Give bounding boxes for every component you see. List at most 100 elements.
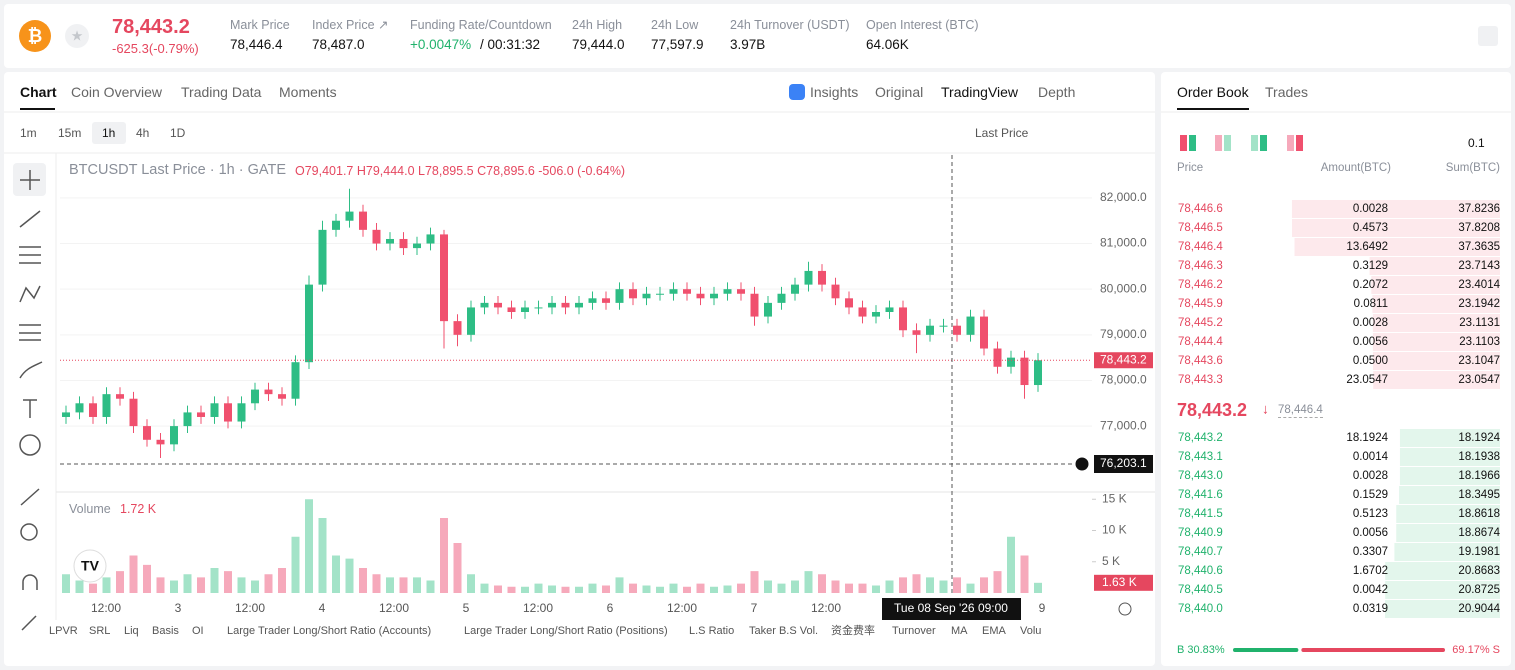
ob-tab[interactable]: Trades bbox=[1265, 84, 1309, 100]
volume-bar bbox=[764, 580, 772, 593]
volume-bar bbox=[440, 518, 448, 593]
volume-bar bbox=[305, 499, 313, 593]
ob-amount: 0.3129 bbox=[1352, 260, 1388, 272]
stat-label: 24h Low bbox=[651, 18, 699, 32]
volume-bar bbox=[507, 586, 516, 593]
indicator-tab[interactable]: Large Trader Long/Short Ratio (Accounts) bbox=[227, 625, 432, 637]
candle-body bbox=[359, 211, 367, 230]
settings-button[interactable] bbox=[1478, 26, 1498, 46]
volume-bar bbox=[642, 585, 651, 593]
volume-bar bbox=[683, 586, 691, 593]
interval[interactable]: 1h bbox=[102, 126, 116, 140]
interval[interactable]: 1m bbox=[20, 126, 37, 140]
chart-title: BTCUSDT Last Price · 1h · GATE bbox=[69, 162, 287, 178]
ob-sum: 37.8208 bbox=[1458, 222, 1500, 234]
candle-body bbox=[993, 348, 1002, 367]
volume-bar bbox=[602, 585, 610, 593]
tab-underline bbox=[20, 108, 55, 110]
x-tick-label: 12:00 bbox=[379, 601, 409, 615]
ob-price: 78,446.4 bbox=[1178, 241, 1223, 253]
ob-price: 78,443.0 bbox=[1178, 470, 1223, 482]
tab[interactable]: Trading Data bbox=[181, 84, 262, 100]
view-tab[interactable]: Insights bbox=[810, 84, 859, 100]
tab[interactable]: Moments bbox=[279, 84, 337, 100]
tab[interactable]: Chart bbox=[20, 84, 57, 100]
candle-body bbox=[264, 389, 273, 395]
volume-bar bbox=[116, 571, 124, 593]
volume-bar bbox=[561, 586, 570, 593]
volume-bar bbox=[791, 580, 799, 593]
crosshair-time-bg bbox=[882, 598, 1021, 620]
ob-amount: 0.2072 bbox=[1352, 279, 1388, 291]
layout-icon bbox=[1180, 135, 1187, 151]
volume-bar bbox=[926, 577, 934, 593]
ob-price: 78,443.1 bbox=[1178, 451, 1223, 463]
view-tab[interactable]: Original bbox=[875, 84, 924, 100]
volume-bar bbox=[156, 577, 165, 593]
indicator-tab[interactable]: 资金费率 bbox=[831, 625, 875, 637]
indicator-tab[interactable]: MA bbox=[951, 625, 968, 637]
candle-body bbox=[197, 412, 205, 417]
volume-bar bbox=[345, 558, 354, 593]
candle-body bbox=[669, 289, 678, 294]
ob-tab[interactable]: Order Book bbox=[1177, 84, 1249, 100]
volume-bar bbox=[278, 568, 286, 593]
ob-amount: 0.0028 bbox=[1352, 317, 1388, 329]
indicator-tab[interactable]: Turnover bbox=[892, 625, 936, 637]
last-price-tag bbox=[1094, 352, 1153, 369]
volume-bar bbox=[656, 586, 664, 593]
depth-bar bbox=[1385, 600, 1500, 618]
y-tick-label: 77,000.0 bbox=[1100, 418, 1147, 432]
candle-body bbox=[291, 362, 300, 399]
view-tab[interactable]: Depth bbox=[1038, 84, 1076, 100]
ob-price: 78,443.2 bbox=[1178, 432, 1223, 444]
axis-settings[interactable] bbox=[1118, 602, 1132, 616]
volume-bar bbox=[467, 574, 475, 593]
candle-body bbox=[494, 302, 502, 308]
ob-sum: 18.1924 bbox=[1458, 432, 1500, 444]
crosshair-time: Tue 08 Sep '26 09:00 bbox=[894, 601, 1008, 615]
indicator-tab[interactable]: SRL bbox=[89, 625, 111, 637]
indicator-tab[interactable]: OI bbox=[192, 625, 204, 637]
interval[interactable]: 4h bbox=[136, 126, 150, 140]
indicator-tab[interactable]: Large Trader Long/Short Ratio (Positions… bbox=[464, 625, 668, 637]
favorite[interactable] bbox=[65, 24, 89, 48]
candle-body bbox=[575, 302, 583, 308]
ob-sum: 19.1981 bbox=[1458, 546, 1500, 558]
ob-price: 78,446.5 bbox=[1178, 222, 1223, 234]
depth-bar bbox=[1396, 505, 1500, 523]
candle-body bbox=[62, 412, 70, 417]
price-type-select[interactable]: Last Price bbox=[975, 126, 1029, 140]
interval[interactable]: 15m bbox=[58, 126, 82, 140]
depth-bar bbox=[1369, 257, 1500, 275]
tab[interactable]: Coin Overview bbox=[71, 84, 163, 100]
volume-bar bbox=[939, 580, 948, 593]
ob-price: 78,440.0 bbox=[1178, 603, 1223, 615]
candle-body bbox=[372, 229, 381, 244]
ob-price: 78,440.9 bbox=[1178, 527, 1223, 539]
indicator-tab[interactable]: EMA bbox=[982, 625, 1006, 637]
last-price: 78,443.2 bbox=[112, 16, 190, 38]
indicator-tab[interactable]: Basis bbox=[152, 625, 179, 637]
x-tick-label: 12:00 bbox=[91, 601, 121, 615]
volume-bar bbox=[89, 583, 97, 593]
indicator-tab[interactable]: L.S Ratio bbox=[689, 625, 735, 637]
candle-body bbox=[170, 426, 178, 445]
ob-amount: 23.0547 bbox=[1346, 374, 1388, 386]
precision-select[interactable]: 0.1 bbox=[1468, 136, 1485, 150]
candle-body bbox=[507, 307, 516, 313]
tv-logo bbox=[73, 549, 107, 583]
view-tab[interactable]: TradingView bbox=[941, 84, 1019, 100]
volume-bar bbox=[210, 568, 219, 593]
candle-body bbox=[75, 403, 84, 413]
indicator-tab[interactable]: LPVR bbox=[49, 625, 78, 637]
interval[interactable]: 1D bbox=[170, 126, 186, 140]
layout-icon bbox=[1296, 135, 1303, 151]
volume-bar bbox=[980, 577, 988, 593]
indicator-tab[interactable]: Volu bbox=[1020, 625, 1042, 637]
candle-body bbox=[642, 293, 651, 299]
star: ★ bbox=[71, 28, 84, 44]
indicator-tab[interactable]: Liq bbox=[124, 625, 139, 637]
depth-bar bbox=[1372, 352, 1500, 370]
indicator-tab[interactable]: Taker B.S Vol. bbox=[749, 625, 819, 637]
